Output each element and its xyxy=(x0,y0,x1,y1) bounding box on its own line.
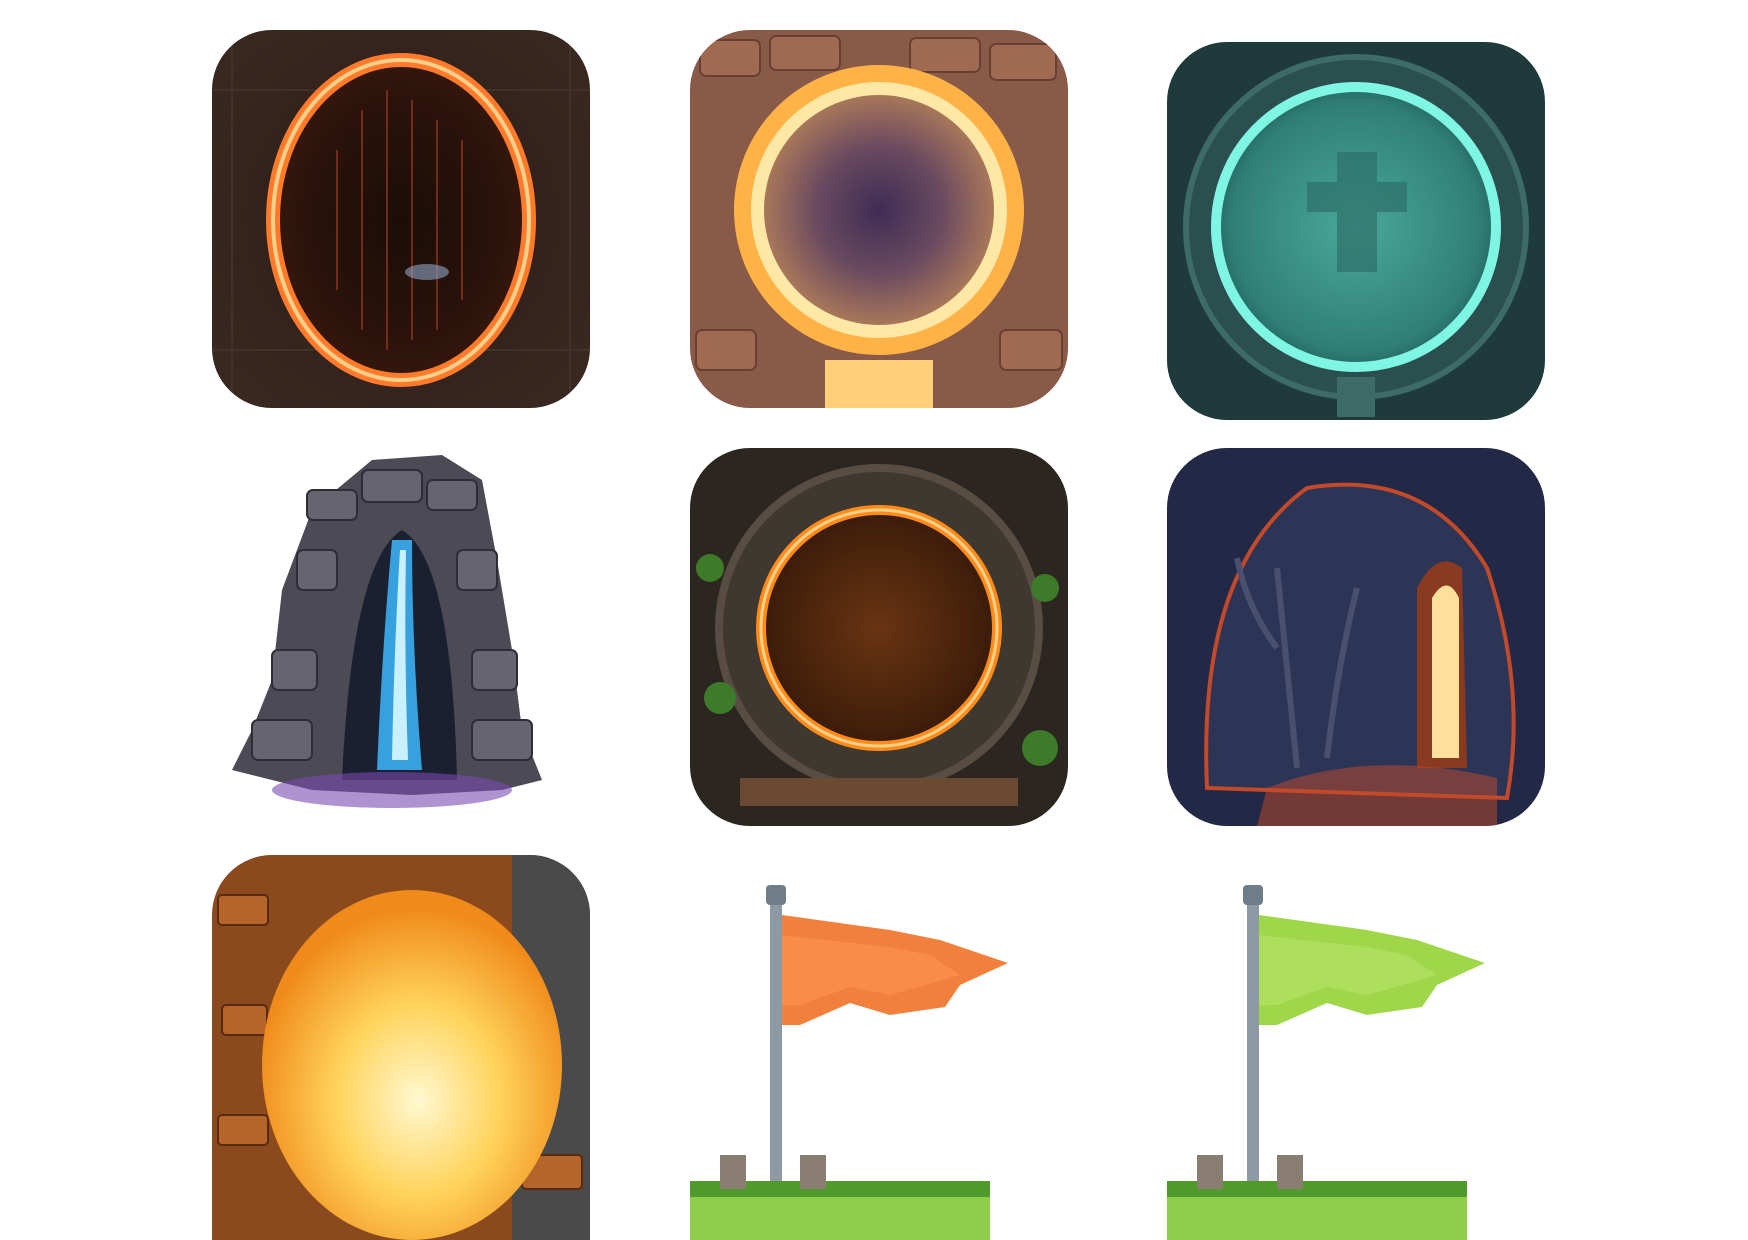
cave-doorway-tile[interactable] xyxy=(1167,448,1545,826)
sunlit-cave-image xyxy=(212,855,590,1240)
green-flag-image xyxy=(1167,885,1485,1240)
orange-flag-image xyxy=(690,885,1008,1240)
teal-portal-image xyxy=(1167,42,1545,420)
fire-portal-image xyxy=(212,30,590,408)
cave-doorway-image xyxy=(1167,448,1545,826)
stone-ring-portal-image xyxy=(690,30,1068,408)
green-flag-tile[interactable] xyxy=(1167,875,1545,1240)
stone-ring-portal-tile[interactable] xyxy=(690,30,1068,408)
sunlit-cave-tile[interactable] xyxy=(212,855,590,1240)
fire-portal-tile[interactable] xyxy=(212,30,590,408)
ember-ring-portal-tile[interactable] xyxy=(690,448,1068,826)
rock-arch-portal-tile[interactable] xyxy=(212,450,590,828)
teal-portal-tile[interactable] xyxy=(1167,42,1545,420)
rock-arch-portal-image xyxy=(232,455,542,808)
ember-ring-portal-image xyxy=(690,448,1068,826)
orange-flag-tile[interactable] xyxy=(690,875,1068,1240)
